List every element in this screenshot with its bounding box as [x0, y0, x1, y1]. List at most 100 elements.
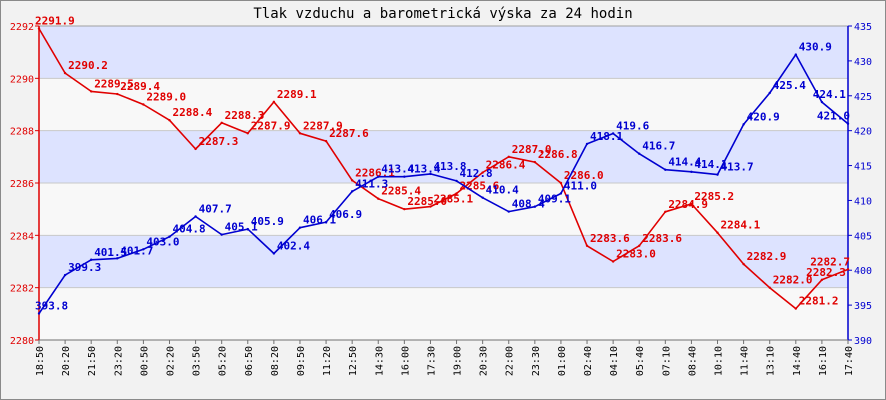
x-axis-tick-label: 07:10 [661, 346, 672, 376]
data-label-right: 412.8 [460, 167, 493, 180]
data-label-left: 2285.2 [694, 190, 734, 203]
data-point-right [742, 123, 745, 126]
x-axis-tick-label: 11:20 [322, 346, 333, 376]
x-axis-tick-label: 18:50 [35, 346, 46, 376]
x-axis-tick-label: 06:50 [244, 346, 255, 376]
data-point-left [846, 268, 850, 271]
x-axis-tick-label: 14:40 [792, 346, 803, 376]
data-label-right: 430.9 [799, 41, 832, 54]
data-label-left: 2282.0 [773, 274, 813, 287]
data-label-right: 411.3 [355, 177, 388, 190]
right-axis-tick-label: 420 [854, 127, 872, 138]
data-point-left [533, 160, 537, 164]
data-point-right [403, 175, 406, 178]
data-point-left [716, 231, 719, 234]
grid-band [39, 78, 848, 131]
left-axis-tick-label: 2282 [10, 284, 34, 295]
x-axis-tick-label: 22:00 [505, 346, 516, 376]
data-point-right [611, 132, 615, 135]
x-axis-tick-label: 20:20 [61, 346, 72, 376]
data-point-left [350, 179, 354, 182]
data-label-right: 420.9 [747, 110, 780, 123]
data-label-right: 410.4 [486, 184, 519, 197]
data-point-right [481, 196, 484, 199]
data-point-left [664, 210, 667, 213]
x-axis-tick-label: 05:40 [635, 346, 646, 376]
x-axis-tick-label: 16:00 [400, 346, 411, 376]
left-axis-tick-label: 2280 [10, 336, 34, 347]
data-point-left [142, 103, 145, 106]
grid-band [39, 183, 848, 236]
x-axis-tick-label: 23:20 [113, 346, 124, 376]
data-point-left [611, 260, 615, 263]
data-point-left [559, 181, 563, 185]
data-label-right: 406.9 [329, 208, 362, 221]
data-label-left: 2283.6 [590, 232, 630, 245]
data-point-left [298, 132, 302, 135]
data-label-left: 2286.8 [538, 148, 578, 161]
data-point-right [37, 312, 41, 315]
data-label-right: 413.4 [407, 163, 440, 176]
data-label-right: 416.7 [642, 140, 675, 153]
data-point-right [507, 210, 510, 213]
data-label-left: 2288.3 [225, 109, 265, 122]
left-axis-tick-label: 2292 [10, 22, 34, 33]
series-line-right [38, 53, 849, 314]
data-label-right: 402.4 [277, 239, 310, 252]
data-point-left [194, 147, 197, 151]
data-point-left [89, 90, 93, 93]
x-axis-tick-label: 17:30 [426, 346, 437, 376]
data-label-left: 2289.5 [94, 77, 134, 90]
data-point-right [350, 190, 354, 193]
data-label-left: 2285.1 [433, 193, 473, 206]
x-axis-tick-label: 09:50 [296, 346, 307, 376]
x-axis-tick-label: 20:30 [479, 346, 490, 376]
data-point-left [429, 205, 432, 208]
data-point-right [168, 235, 171, 238]
data-label-right: 401.7 [120, 244, 153, 257]
data-point-right [142, 248, 145, 251]
right-axis-tick-label: 405 [854, 231, 872, 242]
right-axis-tick-label: 395 [854, 301, 872, 312]
data-label-right: 401.5 [94, 246, 127, 259]
data-point-right [559, 192, 563, 195]
data-point-left [63, 71, 67, 75]
data-point-left [585, 244, 589, 247]
data-point-right [377, 175, 380, 178]
data-label-left: 2284.1 [721, 219, 761, 232]
data-point-right [455, 179, 458, 183]
data-point-left [794, 307, 798, 310]
data-point-right [298, 226, 302, 229]
data-label-right: 424.1 [813, 88, 846, 101]
data-label-left: 2284.9 [668, 198, 708, 211]
data-point-right [768, 91, 771, 95]
data-label-left: 2285.4 [381, 185, 421, 198]
data-point-right [89, 258, 93, 261]
data-label-right: 413.8 [433, 160, 466, 173]
data-point-left [116, 92, 119, 96]
data-point-right [116, 257, 119, 260]
data-point-left [481, 171, 484, 174]
data-label-left: 2287.3 [199, 135, 239, 148]
data-label-right: 411.0 [564, 179, 597, 192]
data-point-left [768, 286, 771, 289]
left-axis-tick-label: 2286 [10, 179, 34, 190]
x-axis-tick-label: 11:40 [740, 346, 751, 376]
data-point-right [324, 220, 328, 224]
data-label-right: 405.1 [225, 221, 258, 234]
data-label-left: 2283.0 [616, 248, 656, 261]
data-point-left [37, 27, 41, 30]
data-label-right: 404.8 [172, 223, 205, 236]
data-point-right [220, 233, 223, 236]
data-label-left: 2281.2 [799, 295, 839, 308]
data-label-right: 419.6 [616, 119, 649, 132]
data-label-right: 413.4 [381, 163, 414, 176]
chart-title: Tlak vzduchu a barometrická výska za 24 … [253, 6, 633, 22]
grid-band [39, 26, 848, 79]
data-label-right: 421.0 [817, 110, 850, 123]
data-label-left: 2288.4 [172, 106, 212, 119]
data-point-right [846, 122, 850, 125]
x-axis-tick-label: 02:40 [583, 346, 594, 376]
data-label-left: 2285.0 [407, 195, 447, 208]
